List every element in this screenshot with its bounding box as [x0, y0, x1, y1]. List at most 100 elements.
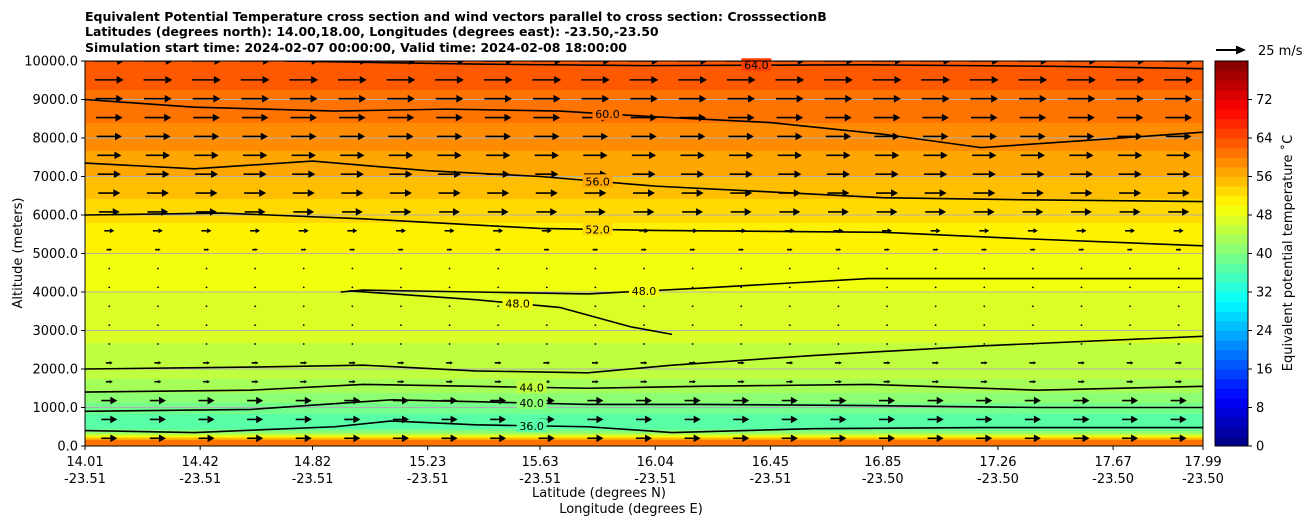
y-tick-label: 5000.0: [33, 247, 79, 262]
wind-vector-head: [936, 434, 944, 443]
wind-vector-head: [790, 248, 793, 252]
wind-vector-head: [748, 94, 756, 103]
wind-vector: [1177, 324, 1180, 327]
theta-band: [85, 313, 1203, 315]
wind-vector-head: [358, 113, 366, 122]
theta-band: [85, 335, 1203, 337]
theta-band: [85, 397, 1203, 399]
wind-vector: [594, 286, 597, 289]
wind-vector-head: [935, 361, 940, 365]
theta-band: [85, 196, 1203, 198]
theta-band: [85, 92, 1203, 94]
wind-vector-head: [943, 61, 951, 65]
theta-band: [85, 266, 1203, 268]
theta-band: [85, 394, 1203, 396]
theta-band: [85, 240, 1203, 242]
theta-band: [85, 319, 1203, 321]
wind-vector-head: [547, 379, 551, 384]
contour-label: 56.0: [585, 175, 610, 188]
wind-vector-head: [1184, 132, 1192, 141]
theta-band: [85, 412, 1203, 414]
theta-band: [85, 132, 1203, 134]
wind-vector-head: [353, 396, 361, 405]
theta-band: [85, 146, 1203, 148]
contour-label-bg: [592, 106, 623, 120]
theta-band: [85, 347, 1203, 349]
wind-vector-head: [1179, 434, 1187, 443]
wind-vector: [351, 267, 354, 270]
theta-band: [85, 102, 1203, 104]
x-tick-label-lat: 15.23: [409, 455, 446, 470]
wind-vector-head: [940, 170, 948, 179]
theta-band: [85, 277, 1203, 279]
wind-vector: [691, 286, 694, 289]
theta-band: [85, 428, 1203, 430]
theta-band: [85, 150, 1203, 152]
theta-band: [85, 393, 1203, 395]
wind-vector: [448, 324, 451, 327]
theta-band: [85, 255, 1203, 257]
theta-band: [85, 121, 1203, 123]
wind-vector: [594, 267, 597, 270]
wind-vector-head: [547, 434, 555, 443]
wind-vector-head: [109, 379, 113, 384]
wind-vector-head: [793, 189, 801, 197]
wind-vector-head: [839, 415, 847, 424]
theta-band: [85, 125, 1203, 127]
colorbar-tick-label: 16: [1256, 363, 1273, 378]
wind-vector-head: [1185, 94, 1193, 103]
theta-band: [85, 202, 1203, 204]
theta-band: [85, 436, 1203, 438]
wind-vector-head: [304, 228, 309, 234]
wind-vector-head: [360, 61, 368, 65]
wind-vector-head: [453, 208, 461, 216]
wind-vector: [934, 324, 937, 327]
wind-vector-head: [1082, 396, 1090, 405]
theta-band: [85, 269, 1203, 271]
wind-vector: [108, 324, 111, 327]
theta-band: [85, 259, 1203, 261]
wind-vector: [983, 324, 986, 327]
colorbar-segment: [1215, 186, 1248, 197]
wind-vector-head: [163, 132, 171, 141]
wind-vector-head: [1135, 132, 1143, 141]
x-tick-label-lat: 17.99: [1184, 455, 1221, 470]
wind-vector-head: [984, 248, 988, 252]
colorbar-segment: [1215, 80, 1248, 91]
contour-label-bg: [516, 380, 547, 394]
colorbar-segment: [1215, 272, 1248, 283]
theta-band: [85, 265, 1203, 267]
wind-vector: [157, 286, 159, 289]
theta-band: [85, 413, 1203, 415]
theta-band: [85, 378, 1203, 380]
wind-vector: [1129, 343, 1131, 345]
wind-vector-head: [158, 434, 166, 443]
wind-vector: [934, 286, 937, 289]
theta-band: [85, 315, 1203, 317]
wind-vector-head: [742, 396, 750, 405]
wind-vector-head: [449, 379, 454, 384]
wind-vector-head: [943, 76, 951, 84]
theta-band: [85, 307, 1203, 309]
theta-band: [85, 216, 1203, 218]
theta-band: [85, 96, 1203, 98]
theta-band: [85, 133, 1203, 135]
wind-vector-head: [741, 248, 744, 252]
wind-vector-head: [309, 132, 317, 141]
wind-vector-head: [406, 151, 414, 160]
wind-vector: [545, 267, 548, 270]
wind-vector-head: [255, 361, 259, 365]
colorbar-segment: [1215, 243, 1248, 254]
wind-vector: [302, 286, 305, 289]
wind-vector: [691, 267, 694, 270]
wind-vector-head: [744, 208, 752, 216]
wind-vector-head: [1082, 434, 1090, 443]
theta-band: [85, 71, 1203, 73]
theta-band: [85, 341, 1203, 343]
wind-vector: [351, 305, 354, 308]
wind-vector-head: [699, 76, 707, 84]
colorbar-label: Equivalent potential temperature ˚C: [1280, 135, 1296, 371]
wind-vector: [302, 343, 305, 345]
theta-band: [85, 88, 1203, 90]
colorbar-segment: [1215, 70, 1248, 81]
